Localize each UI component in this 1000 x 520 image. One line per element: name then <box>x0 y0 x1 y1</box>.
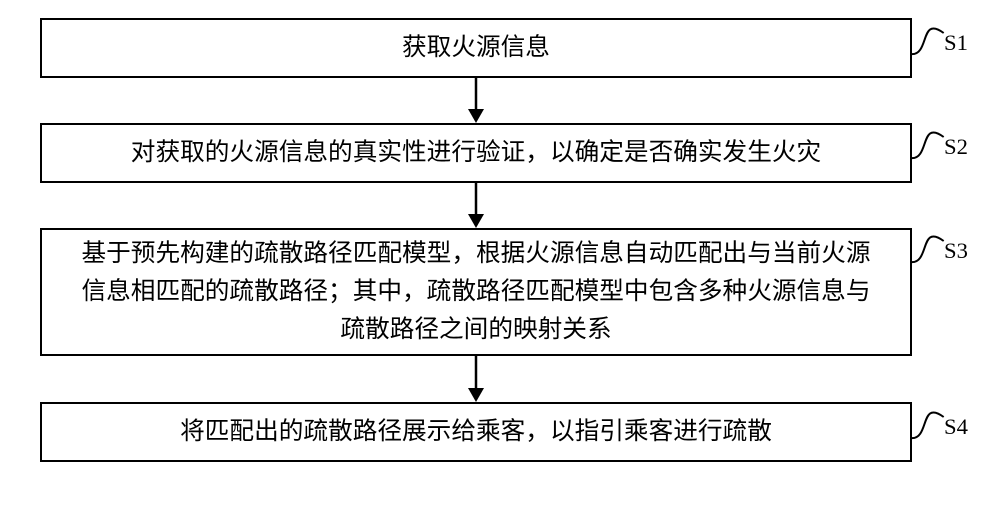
flow-node-s3: 基于预先构建的疏散路径匹配模型，根据火源信息自动匹配出与当前火源 信息相匹配的疏… <box>40 228 912 356</box>
flow-node-s2: 对获取的火源信息的真实性进行验证，以确定是否确实发生火灾 <box>40 123 912 183</box>
flow-node-s4: 将匹配出的疏散路径展示给乘客，以指引乘客进行疏散 <box>40 402 912 462</box>
arrow-s2-s3 <box>466 183 486 228</box>
step-label-s3: S3 <box>944 238 968 264</box>
arrow-s3-s4 <box>466 356 486 402</box>
arrow-s1-s2 <box>466 78 486 123</box>
flow-node-s1: 获取火源信息 <box>40 18 912 78</box>
step-label-s1: S1 <box>944 30 968 56</box>
step-label-s4: S4 <box>944 414 968 440</box>
step-label-s2: S2 <box>944 134 968 160</box>
flowchart-canvas: 获取火源信息 S1 对获取的火源信息的真实性进行验证，以确定是否确实发生火灾 S2 基于… <box>0 0 1000 520</box>
